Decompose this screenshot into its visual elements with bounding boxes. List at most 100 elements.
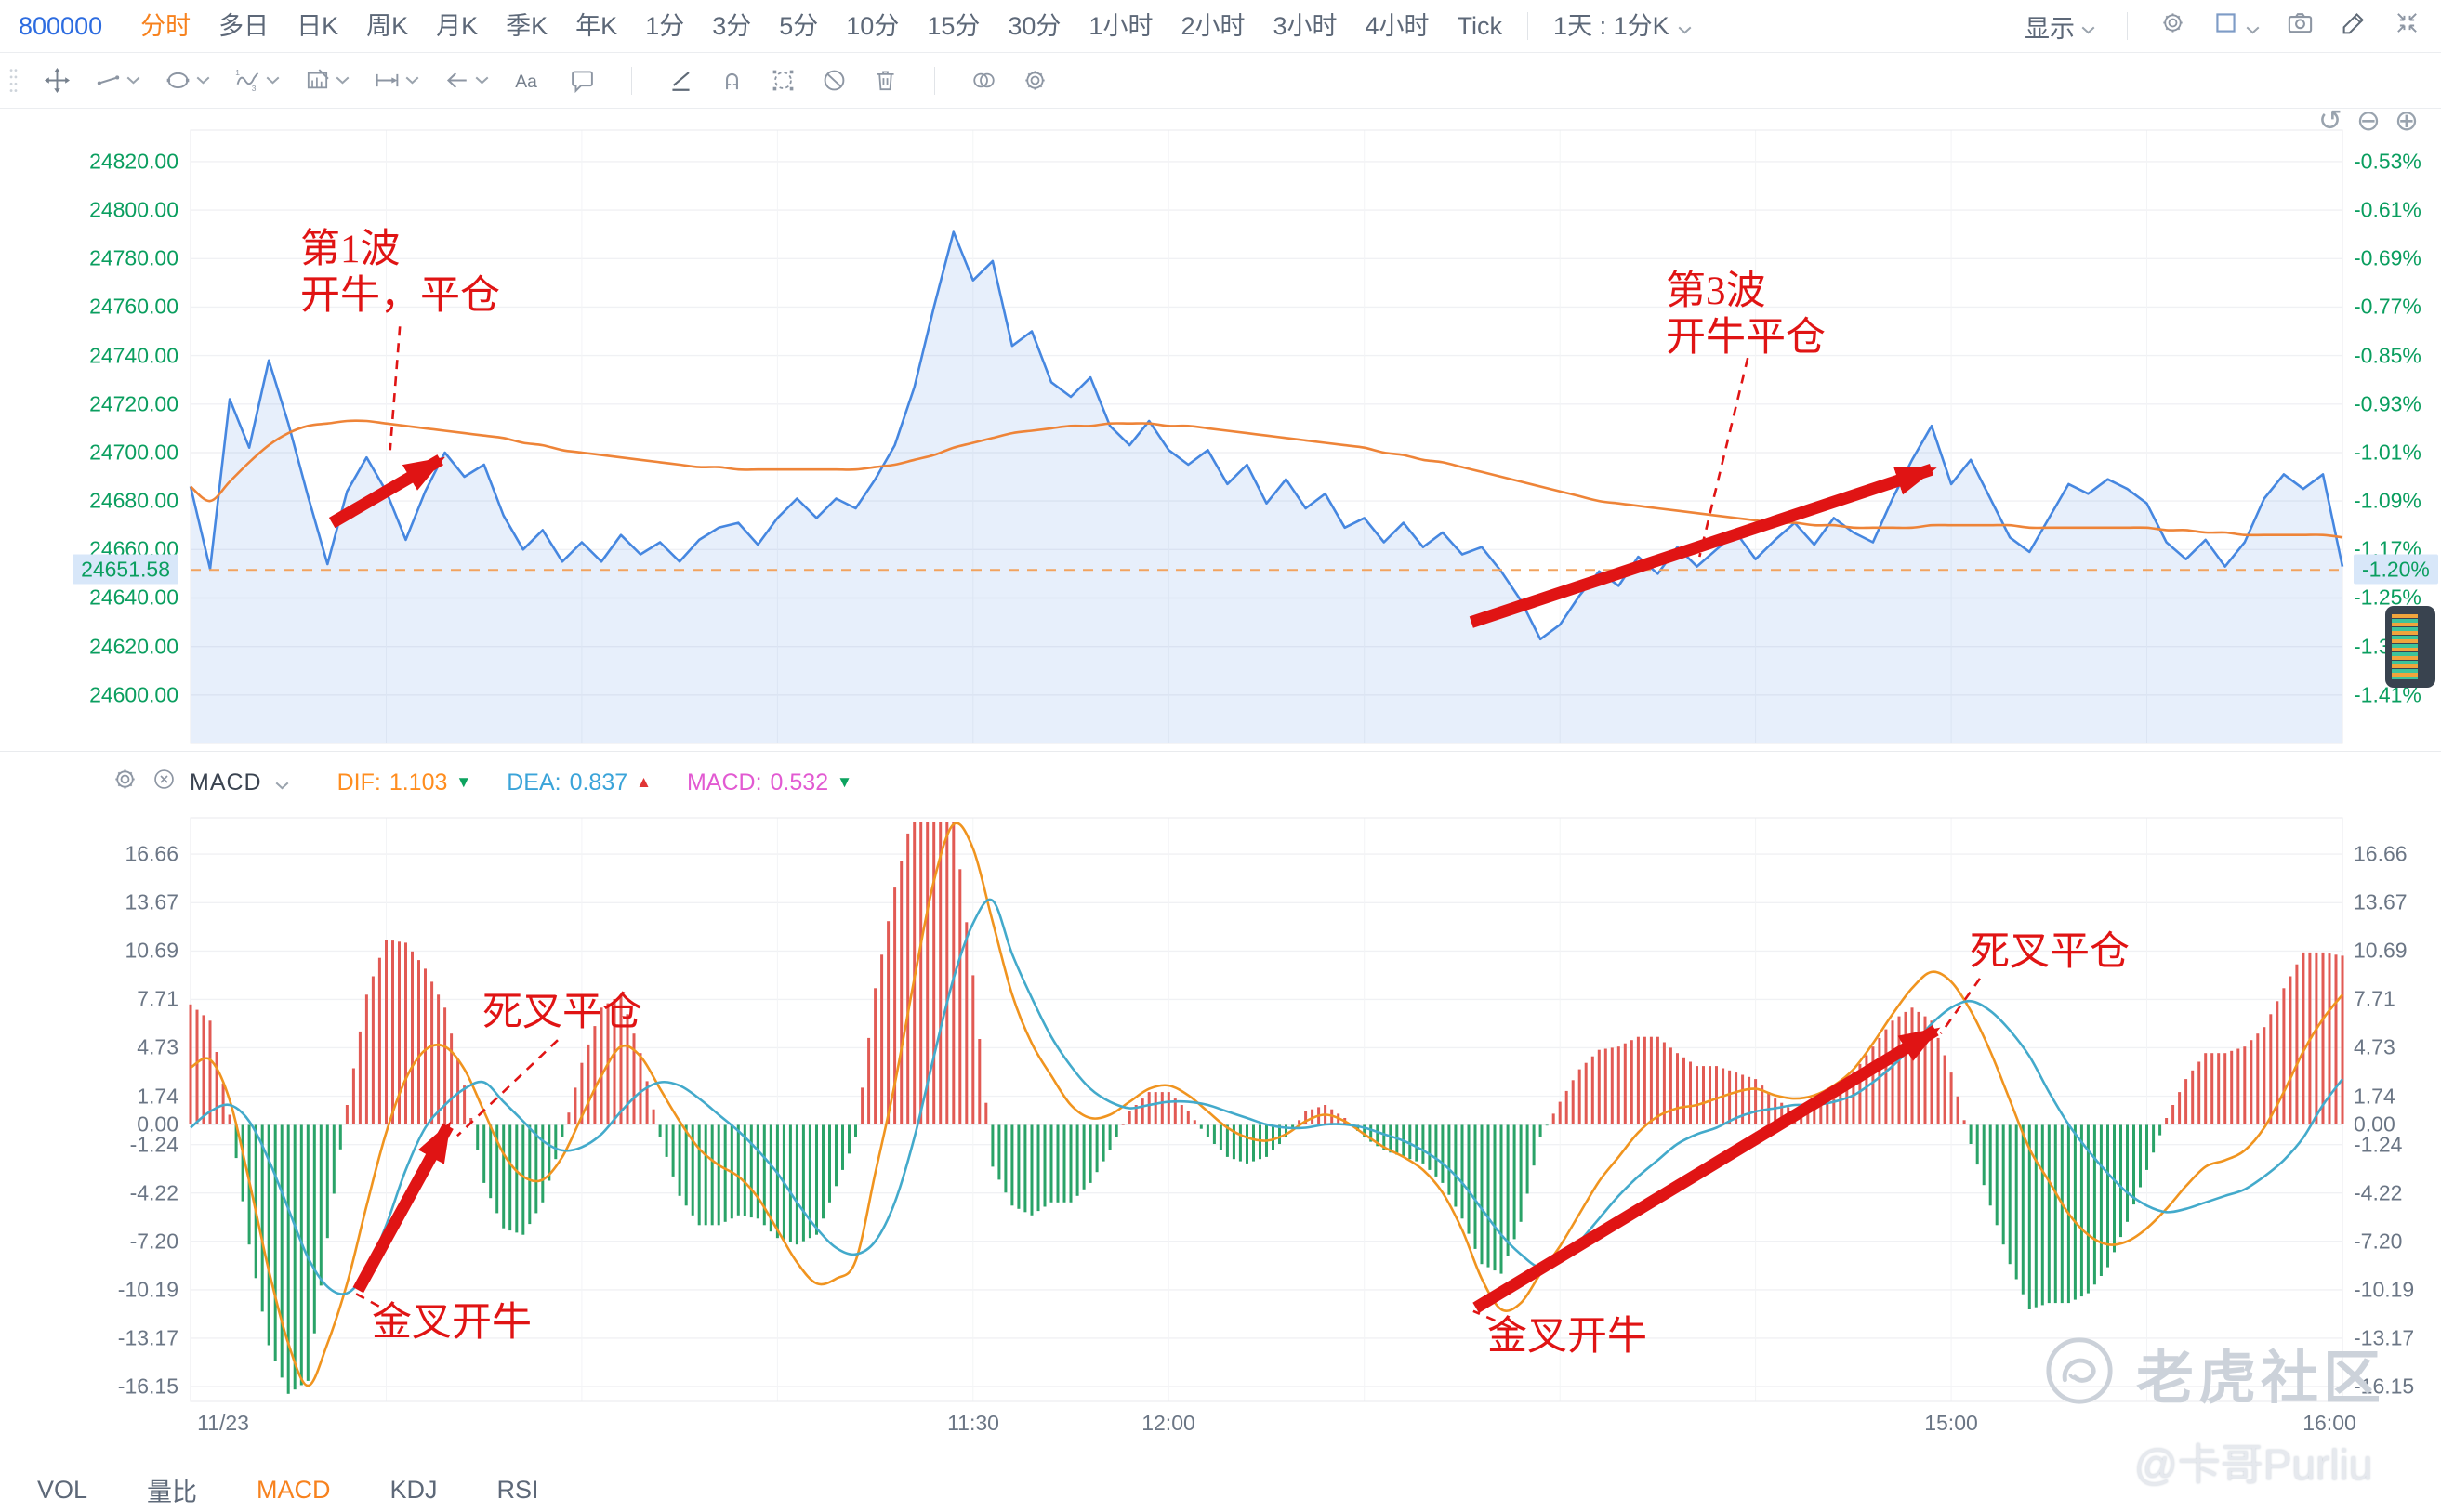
period-tab-月K[interactable]: 月K xyxy=(422,1,492,51)
zoom-out-icon[interactable]: ⊖ xyxy=(2355,104,2381,137)
indicator-tab-MACD[interactable]: MACD xyxy=(251,1471,336,1509)
price-chart-controls: ↺ ⊖ ⊕ xyxy=(2318,104,2419,138)
collapse-button[interactable] xyxy=(2388,8,2426,44)
edit-button[interactable] xyxy=(2335,8,2373,44)
panel-separator xyxy=(0,751,2441,752)
change-axis-label: -0.69% xyxy=(2354,245,2421,270)
trend-up-icon: ▲ xyxy=(636,773,652,791)
measure-tool-icon[interactable] xyxy=(374,67,419,94)
period-tab-3小时[interactable]: 3小时 xyxy=(1259,1,1351,51)
indicator-close-icon[interactable] xyxy=(152,767,177,798)
macd-axis-label: -10.19 xyxy=(2354,1277,2415,1302)
screenshot-button[interactable] xyxy=(2280,7,2320,45)
chevron-down-icon xyxy=(1678,1,1692,51)
kline-aggregate-selector[interactable]: 1天 : 1分K xyxy=(1539,1,1706,51)
indicator-tab-量比[interactable]: 量比 xyxy=(141,1471,203,1509)
macd-axis-label: -10.19 xyxy=(117,1277,178,1302)
arrow-tool-icon[interactable] xyxy=(443,67,489,94)
layout-button[interactable] xyxy=(2207,8,2265,44)
period-tab-Tick[interactable]: Tick xyxy=(1444,1,1517,51)
indicator-tabs: VOL 量比 MACD KDJ RSI xyxy=(32,1471,545,1509)
chart-annotation-text: 死叉平仓 xyxy=(482,991,642,1034)
time-axis-label: 16:00 xyxy=(2302,1411,2356,1435)
period-tab-30分[interactable]: 30分 xyxy=(994,1,1075,51)
svg-text:3: 3 xyxy=(252,84,257,93)
macd-axis-label: 4.73 xyxy=(137,1034,178,1059)
macd-axis-label: -13.17 xyxy=(2354,1325,2415,1350)
svg-text:1: 1 xyxy=(235,68,240,77)
price-chart-plot[interactable] xyxy=(191,130,2342,743)
price-axis-label: 24800.00 xyxy=(89,197,178,222)
period-tab-15分[interactable]: 15分 xyxy=(913,1,994,51)
text-tool-icon[interactable]: Aa xyxy=(513,68,545,94)
current-change-label: -1.20% xyxy=(2354,554,2438,585)
indicator-tab-RSI[interactable]: RSI xyxy=(492,1471,545,1509)
angle-line-tool-icon[interactable] xyxy=(667,67,694,94)
indicator-name[interactable]: MACD xyxy=(190,769,262,795)
current-price-label: 24651.58 xyxy=(0,554,178,585)
period-tab-10分[interactable]: 10分 xyxy=(832,1,913,51)
author-watermark: @卡哥Purliu xyxy=(2134,1440,2373,1489)
zoom-in-icon[interactable]: ⊕ xyxy=(2394,104,2419,137)
macd-axis-label: 10.69 xyxy=(125,938,178,963)
pattern-tool-icon[interactable] xyxy=(304,67,350,94)
macd-axis-label: 1.74 xyxy=(2354,1084,2395,1109)
toolbar-right-controls: 显示 xyxy=(2019,7,2441,46)
period-tab-多日[interactable]: 多日 xyxy=(205,1,283,51)
period-tab-3分[interactable]: 3分 xyxy=(698,1,765,51)
period-tab-年K[interactable]: 年K xyxy=(561,1,631,51)
period-tab-2小时[interactable]: 2小时 xyxy=(1167,1,1259,51)
change-axis-label: -0.93% xyxy=(2354,391,2421,416)
change-axis-label: -0.61% xyxy=(2354,197,2421,222)
price-axis-label: 24780.00 xyxy=(89,245,178,270)
macd-axis-label: 1.74 xyxy=(137,1084,178,1109)
select-drawings-icon[interactable] xyxy=(770,67,797,94)
toolbar-divider xyxy=(631,66,632,95)
symbol-code[interactable]: 800000 xyxy=(19,11,103,40)
macd-axis-label: 16.66 xyxy=(2354,841,2408,866)
chart-settings-button[interactable] xyxy=(2154,8,2192,44)
delete-drawings-icon[interactable] xyxy=(872,67,899,94)
indicator-tab-VOL[interactable]: VOL xyxy=(32,1471,93,1509)
period-tab-1分[interactable]: 1分 xyxy=(631,1,698,51)
period-tab-周K[interactable]: 周K xyxy=(352,1,422,51)
macd-axis-label: -7.20 xyxy=(2354,1229,2403,1254)
pane-resize-slider[interactable] xyxy=(2385,606,2435,688)
period-tab-分时[interactable]: 分时 xyxy=(126,1,205,51)
macd-axis-label: -1.24 xyxy=(2354,1132,2403,1157)
period-tab-日K[interactable]: 日K xyxy=(283,1,352,51)
trend-down-icon: ▼ xyxy=(837,773,852,791)
macd-axis-label: -13.17 xyxy=(117,1325,178,1350)
comment-tool-icon[interactable] xyxy=(569,67,596,94)
shape-tool-icon[interactable] xyxy=(165,67,210,94)
undo-icon[interactable]: ↺ xyxy=(2318,104,2342,137)
price-axis-label: 24760.00 xyxy=(89,294,178,319)
change-axis-label: -1.01% xyxy=(2354,440,2421,465)
magnet-icon[interactable] xyxy=(719,67,745,94)
macd-axis-label: 7.71 xyxy=(137,986,178,1011)
indicator-values: DIF: 1.103 ▼ DEA: 0.837 ▲ MACD: 0.532 ▼ xyxy=(302,769,852,796)
period-tab-1小时[interactable]: 1小时 xyxy=(1075,1,1167,51)
price-axis-label: 24820.00 xyxy=(89,149,178,174)
indicator-header: MACD DIF: 1.103 ▼ DEA: 0.837 ▲ MACD: 0.532 ▼ xyxy=(112,758,852,807)
chevron-down-icon[interactable] xyxy=(275,769,289,796)
drag-handle-icon[interactable] xyxy=(7,65,20,97)
indicator-settings-icon[interactable] xyxy=(112,766,139,799)
trendline-tool-icon[interactable] xyxy=(95,67,140,94)
move-icon[interactable] xyxy=(44,67,71,94)
toolbar-divider xyxy=(2127,12,2128,40)
price-axis-label: 24740.00 xyxy=(89,343,178,368)
price-axis-label: 24720.00 xyxy=(89,391,178,416)
change-axis-label: -0.53% xyxy=(2354,149,2421,174)
hide-drawings-icon[interactable] xyxy=(821,67,848,94)
compare-icon[interactable] xyxy=(970,67,997,94)
macd-axis-label: -1.24 xyxy=(129,1132,178,1157)
display-menu-button[interactable]: 显示 xyxy=(2019,7,2101,46)
period-tab-4小时[interactable]: 4小时 xyxy=(1352,1,1444,51)
indicator-tab-KDJ[interactable]: KDJ xyxy=(385,1471,443,1509)
drawing-settings-icon[interactable] xyxy=(1022,67,1049,94)
chart-annotation-text: 第3波 开牛平仓 xyxy=(1666,270,1826,360)
period-tab-季K[interactable]: 季K xyxy=(492,1,561,51)
period-tab-5分[interactable]: 5分 xyxy=(765,1,832,51)
